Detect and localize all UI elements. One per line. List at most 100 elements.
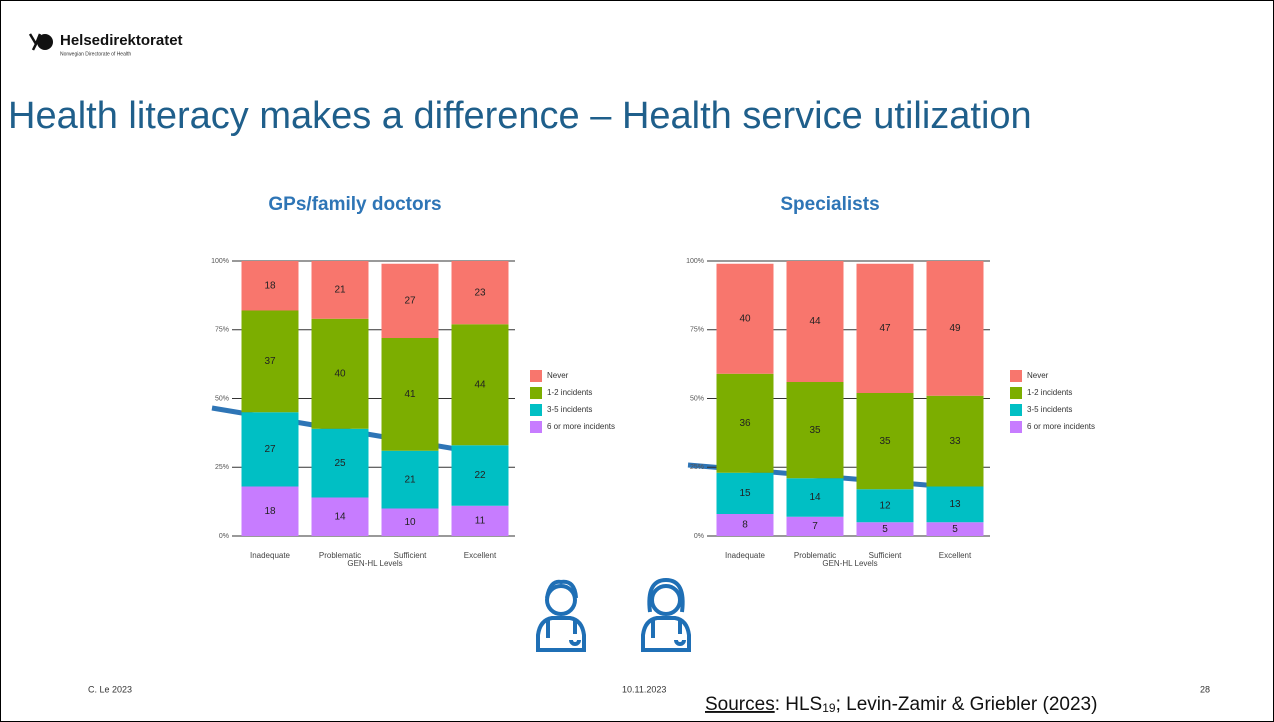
legend-swatch [530,404,542,416]
legend-label: Never [547,371,569,380]
legend-swatch [1010,404,1022,416]
bar-segment [856,522,914,536]
data-label: 5 [882,524,888,535]
legend-label: 1-2 incidents [547,388,592,397]
doctor-icon [641,577,691,652]
bar-segment [716,373,774,473]
bar-segment [381,450,439,509]
chart-title: GPs/family doctors [268,194,441,215]
bar-segment [856,263,914,393]
data-label: 7 [812,521,818,532]
bar-segment [926,522,984,536]
data-label: 44 [809,316,821,327]
x-tick-label: Problematic [319,551,361,560]
sources-label: Sources [705,694,775,715]
bar-segment [311,318,369,429]
data-label: 36 [739,418,751,429]
legend-label: 3-5 incidents [1027,405,1072,414]
bar-segment [856,393,914,490]
bar-segment [381,338,439,451]
x-tick-label: Sufficient [869,551,903,560]
data-label: 8 [742,520,748,531]
data-label: 47 [879,323,891,334]
doctor-icon [536,579,586,652]
bar-segment [786,261,844,382]
data-label: 35 [879,436,891,447]
y-tick-label: 50% [690,395,704,402]
data-label: 12 [879,500,891,511]
legend-swatch [530,387,542,399]
legend-swatch [1010,370,1022,382]
legend-label: 6 or more incidents [1027,422,1095,431]
y-tick-label: 100% [211,258,229,265]
legend-label: 1-2 incidents [1027,388,1072,397]
data-label: 14 [334,511,346,522]
data-label: 33 [949,436,961,447]
data-label: 49 [949,323,961,334]
data-label: 35 [809,425,821,436]
bar-segment [856,489,914,523]
data-label: 14 [809,492,821,503]
y-tick-label: 25% [690,464,704,471]
y-tick-label: 0% [219,533,229,540]
data-label: 21 [334,285,346,296]
sources-text: : HLS [775,694,823,715]
legend-label: Never [1027,371,1049,380]
bar-segment [786,516,844,536]
y-tick-label: 0% [694,533,704,540]
bar-segment [241,310,299,413]
bar-segment [381,508,439,536]
x-tick-label: Inadequate [250,551,291,560]
logo-subtitle: Norwegian Directorate of Health [60,51,131,57]
page-number: 28 [1200,684,1210,694]
bar-segment [716,472,774,514]
bar-segment [241,486,299,536]
bar-segment [241,261,299,311]
legend-label: 6 or more incidents [547,422,615,431]
data-label: 5 [952,524,958,535]
data-label: 40 [739,313,751,324]
bar-segment [241,412,299,487]
y-tick-label: 100% [686,258,704,265]
x-axis-title: GEN-HL Levels [347,559,402,568]
data-label: 40 [334,368,346,379]
bar-segment [716,514,774,536]
x-axis-title: GEN-HL Levels [822,559,877,568]
sources-subscript: 19 [822,701,836,715]
data-label: 10 [404,517,416,528]
data-label: 44 [474,379,486,390]
sources-text: ; Levin-Zamir & Griebler (2023) [836,694,1098,715]
data-label: 25 [334,458,346,469]
legend-swatch [1010,421,1022,433]
data-label: 13 [949,499,961,510]
footer-sources: Sources: HLS19; Levin-Zamir & Griebler (… [705,694,1097,715]
x-tick-label: Sufficient [394,551,428,560]
bar-segment [451,445,509,506]
legend-swatch [1010,387,1022,399]
y-tick-label: 50% [215,395,229,402]
bar-segment [451,261,509,325]
bar-segment [311,497,369,536]
logo-name: Helsedirektoratet [60,32,183,49]
data-label: 15 [739,488,751,499]
data-label: 21 [404,474,416,485]
bar-segment [311,261,369,319]
bar-segment [716,263,774,374]
bar-segment [926,395,984,487]
bar-segment [311,428,369,498]
y-tick-label: 25% [215,464,229,471]
data-label: 37 [264,356,276,367]
footer-author: C. Le 2023 [88,684,132,694]
x-tick-label: Excellent [464,551,497,560]
chart-title: Specialists [780,194,879,215]
bar-segment [786,478,844,517]
data-label: 18 [264,280,276,291]
y-tick-label: 75% [690,327,704,334]
data-label: 27 [404,296,416,307]
data-label: 41 [404,389,416,400]
legend-swatch [530,370,542,382]
bar-segment [786,382,844,479]
